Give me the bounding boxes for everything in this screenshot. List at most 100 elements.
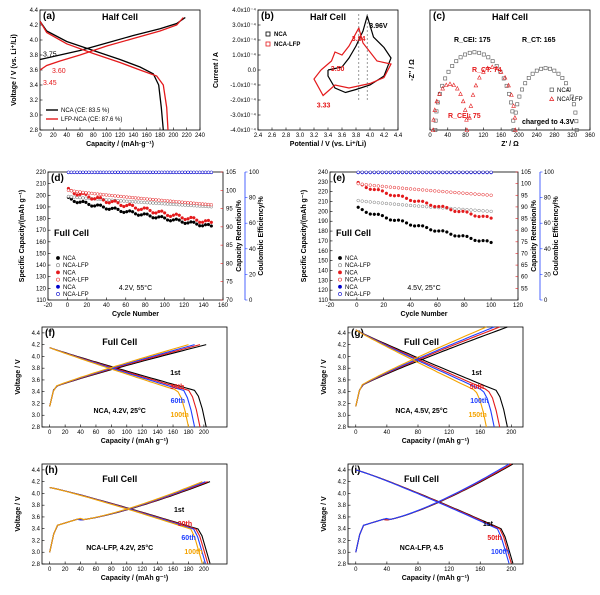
condition-label: NCA, 4.2V, 25°C [94, 407, 146, 415]
data-point-retention [477, 192, 481, 197]
data-point-nca-lfp [481, 69, 486, 74]
y-tick-label: 3.4 [338, 390, 347, 396]
data-point-retention [95, 192, 100, 196]
data-point-retention [186, 201, 190, 205]
y3-tick-label: 20 [249, 272, 256, 278]
x-tick-label: 180 [183, 567, 194, 573]
x-tick-label: 180 [183, 430, 194, 436]
legend-marker [549, 87, 554, 92]
x-axis-label: Capacity / (mAh g⁻¹) [101, 438, 168, 445]
y-tick-label: 110 [36, 298, 46, 304]
y-tick-label: 3.4 [32, 527, 41, 533]
x-tick-label: 3.8 [352, 133, 361, 139]
x-tick-label: 40 [103, 303, 110, 309]
data-point-capacity [136, 213, 141, 217]
x-tick-label: 160 [496, 133, 507, 139]
panel-i: 0 40 80 120 160 200 2.8 3.0 3.2 3.4 3.6 3.8 4.0 4.2 4.… [321, 463, 524, 582]
data-point-capacity [453, 234, 457, 238]
x-axis-label: Capacity / (mAh g⁻¹) [101, 575, 168, 582]
panel-title: Half Cell [492, 12, 528, 22]
y2-tick-label: 100 [521, 182, 532, 188]
x-tick-label: 120 [115, 133, 126, 139]
data-point-retention [449, 208, 453, 212]
y-axis-label: Current / A [213, 52, 220, 88]
y2-tick-label: 55 [521, 286, 528, 292]
data-point-efficiency [130, 170, 135, 174]
data-point-capacity [136, 200, 141, 204]
data-point-retention [189, 201, 193, 205]
y-tick-label: 4.2 [338, 480, 347, 486]
data-point-retention [465, 191, 469, 196]
data-point-retention [145, 206, 149, 210]
x-tick-label: 3.4 [324, 133, 333, 139]
data-point-capacity [489, 240, 493, 245]
data-point-efficiency [421, 170, 425, 174]
data-point-efficiency [192, 170, 196, 174]
data-point-retention [465, 210, 469, 214]
data-point-efficiency [195, 170, 199, 174]
data-point-capacity [364, 199, 368, 204]
data-point-capacity [139, 200, 143, 204]
data-point-efficiency [445, 170, 449, 174]
data-point-capacity [151, 201, 155, 205]
data-point-retention [133, 206, 138, 210]
x-axis-label: Potential / V (vs. Li⁺/Li) [290, 141, 366, 148]
data-point-retention [90, 197, 94, 201]
data-point-retention [203, 202, 208, 206]
data-point-retention [183, 217, 187, 222]
legend-label: NCA (CE: 83.5 %) [61, 108, 109, 114]
data-point-retention [90, 191, 94, 196]
data-point-nca [517, 94, 522, 99]
x-tick-label: 140 [153, 430, 164, 436]
data-point-capacity [372, 212, 376, 216]
legend-label: NCA [557, 88, 570, 94]
y-tick-label: 110 [318, 298, 328, 304]
x-tick-label: 120 [513, 303, 524, 309]
legend-label: NCA-LFP [345, 292, 371, 298]
data-point-efficiency [429, 170, 433, 174]
panel-h: 0 20 40 60 80 100 120 140 160 180 200 2.8 3.0 3.2 3.4 3… [15, 463, 228, 582]
y3-tick-label: 0 [249, 298, 253, 304]
y-tick-label: 210 [36, 182, 47, 188]
data-point-capacity [457, 234, 461, 238]
data-point-capacity [107, 198, 111, 202]
y2-tick-label: 75 [521, 240, 528, 246]
data-point-capacity [122, 199, 126, 203]
data-point-nca-lfp [473, 82, 479, 88]
data-point-capacity [93, 204, 97, 208]
data-point-capacity [416, 204, 421, 208]
data-point-retention [376, 187, 380, 192]
data-point-retention [384, 191, 389, 195]
x-tick-label: 0 [48, 567, 52, 573]
data-point-retention [396, 193, 401, 198]
data-point-capacity [104, 198, 108, 202]
cycle-label: 1st [471, 370, 482, 377]
data-point-efficiency [465, 170, 469, 174]
data-point-retention [372, 183, 376, 188]
series-line-2-discharge [355, 329, 495, 428]
y-tick-label: 4.4 [32, 468, 41, 474]
x-tick-label: 200 [199, 567, 210, 573]
cycle-label: 100th [470, 398, 488, 405]
data-point-nca-lfp [485, 65, 491, 71]
x-tick-label: 0 [48, 430, 52, 436]
data-point-retention [473, 214, 477, 218]
data-point-retention [473, 192, 477, 196]
legend-label: NCA-LFP [557, 97, 583, 103]
y3-tick-label: 100 [544, 170, 555, 176]
data-point-retention [380, 184, 385, 189]
data-point-retention [192, 216, 196, 220]
legend-label: NCA [274, 32, 288, 38]
y-tick-label: 180 [36, 217, 47, 223]
data-point-capacity [84, 200, 88, 204]
data-point-retention [425, 201, 429, 205]
x-tick-label: 80 [90, 133, 97, 139]
data-point-capacity [388, 218, 393, 222]
data-point-retention [157, 209, 161, 214]
data-point-retention [461, 191, 465, 195]
data-point-efficiency [388, 170, 393, 174]
data-point-capacity [380, 213, 385, 218]
y-tick-label: 4.4 [338, 468, 347, 474]
x-tick-label: 4.4 [394, 133, 403, 139]
